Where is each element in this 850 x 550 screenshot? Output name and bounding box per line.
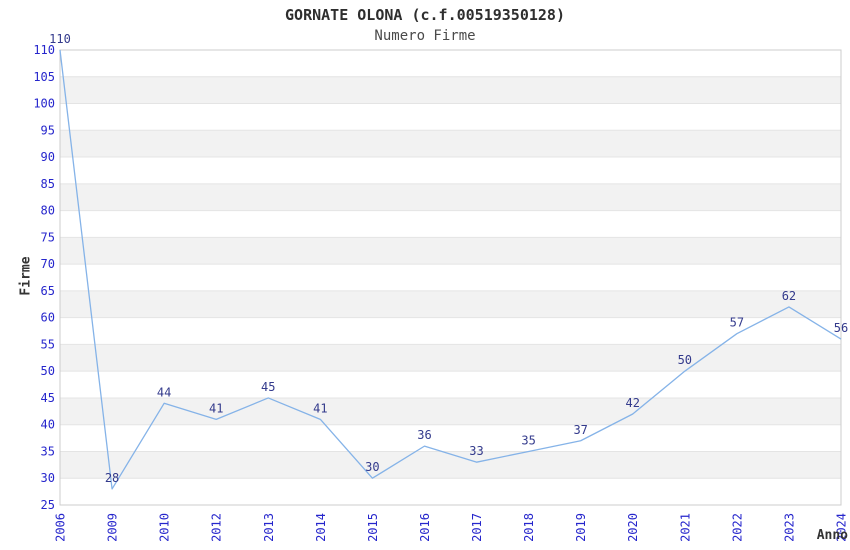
chart-subtitle: Numero Firme (374, 28, 476, 44)
y-tick-label: 35 (41, 444, 55, 458)
y-tick-label: 50 (41, 364, 55, 378)
x-tick-label: 2006 (54, 513, 68, 542)
y-tick-label: 85 (41, 177, 55, 191)
y-tick-label: 110 (33, 43, 55, 57)
x-tick-label: 2015 (366, 513, 380, 542)
x-tick-label: 2024 (835, 513, 849, 542)
plot-band (60, 76, 841, 104)
y-tick-label: 105 (33, 70, 55, 84)
x-tick-label: 2021 (678, 513, 692, 542)
data-label: 56 (834, 321, 848, 335)
y-tick-label: 55 (41, 337, 55, 351)
x-tick-label: 2013 (262, 513, 276, 542)
x-tick-label: 2020 (626, 513, 640, 542)
plot-band (60, 237, 841, 265)
y-tick-label: 60 (41, 311, 55, 325)
x-tick-label: 2023 (782, 513, 796, 542)
plot-band (60, 130, 841, 158)
data-label: 33 (469, 444, 483, 458)
x-tick-label: 2017 (470, 513, 484, 542)
x-tick-label: 2014 (314, 513, 328, 542)
data-label: 110 (49, 32, 71, 46)
y-tick-label: 65 (41, 284, 55, 298)
x-axis-title: Anno (816, 528, 848, 543)
x-tick-label: 2010 (158, 513, 172, 542)
plot-band (60, 397, 841, 425)
y-tick-label: 80 (41, 204, 55, 218)
data-label: 30 (365, 460, 379, 474)
x-tick-label: 2019 (574, 513, 588, 542)
data-label: 62 (782, 289, 796, 303)
x-tick-label: 2009 (106, 513, 120, 542)
plot-border (59, 49, 842, 506)
chart-title: GORNATE OLONA (c.f.00519350128) (285, 6, 565, 24)
y-tick-label: 90 (41, 150, 55, 164)
x-tick-label: 2012 (210, 513, 224, 542)
y-tick-label: 100 (33, 97, 55, 111)
y-axis-title: Firme (18, 256, 34, 296)
plot-band (60, 183, 841, 211)
data-label: 44 (157, 385, 171, 399)
data-label: 50 (678, 353, 692, 367)
series-line (59, 49, 842, 490)
plot-band (60, 344, 841, 372)
data-label: 35 (521, 433, 535, 447)
data-label: 57 (730, 316, 744, 330)
y-tick-label: 25 (41, 498, 55, 512)
y-tick-label: 95 (41, 123, 55, 137)
data-label: 45 (261, 380, 275, 394)
y-tick-label: 40 (41, 418, 55, 432)
y-tick-label: 30 (41, 471, 55, 485)
data-label: 36 (417, 428, 431, 442)
data-label: 28 (105, 471, 119, 485)
y-tick-label: 75 (41, 230, 55, 244)
data-label: 41 (313, 401, 327, 415)
plot-band (60, 290, 841, 318)
y-tick-label: 70 (41, 257, 55, 271)
x-tick-label: 2016 (418, 513, 432, 542)
data-label: 42 (626, 396, 640, 410)
x-tick-label: 2018 (522, 513, 536, 542)
plot-band (60, 451, 841, 479)
data-label: 37 (573, 423, 587, 437)
x-tick-label: 2022 (730, 513, 744, 542)
data-label: 41 (209, 401, 223, 415)
y-tick-label: 45 (41, 391, 55, 405)
